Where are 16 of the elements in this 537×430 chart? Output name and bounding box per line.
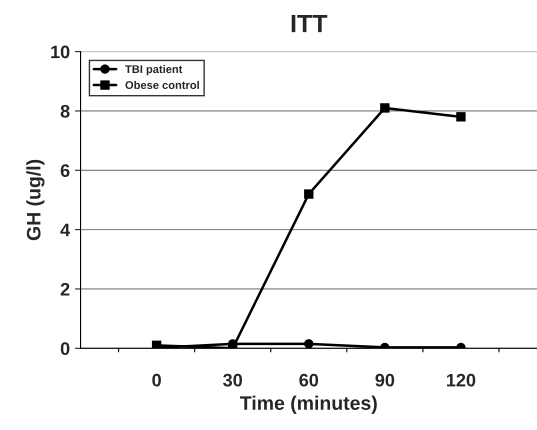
x-tick-label: 90 <box>375 374 394 387</box>
x-tick-label: 30 <box>223 374 242 387</box>
chart-title: ITT <box>292 14 328 32</box>
x-tick-label: 0 <box>152 374 161 387</box>
x-tick-label: 60 <box>299 374 318 387</box>
legend-label: TBI patient <box>125 64 182 76</box>
y-tick-label: 8 <box>60 104 70 118</box>
x-tick-label: 120 <box>447 374 476 387</box>
y-tick-label: 0 <box>60 342 70 356</box>
y-tick-label: 6 <box>60 164 70 177</box>
x-axis-title: Time (minutes) <box>240 396 377 414</box>
y-tick-label: 10 <box>51 46 70 58</box>
y-axis-title: GH (ug/l) <box>26 160 44 240</box>
legend-label: Obese control <box>125 80 199 90</box>
y-tick-label: 4 <box>60 224 70 236</box>
y-tick-label: 2 <box>60 282 70 296</box>
